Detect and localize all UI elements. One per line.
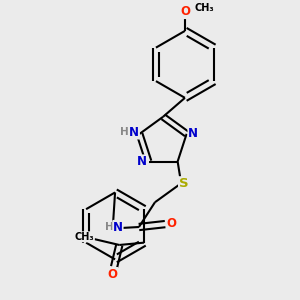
Text: O: O — [180, 5, 190, 19]
Text: O: O — [167, 217, 176, 230]
Text: N: N — [113, 220, 123, 233]
Text: N: N — [129, 126, 139, 139]
Text: CH₃: CH₃ — [75, 232, 94, 242]
Text: N: N — [188, 128, 198, 140]
Text: CH₃: CH₃ — [194, 3, 214, 13]
Text: H: H — [105, 222, 114, 232]
Text: O: O — [108, 268, 118, 281]
Text: N: N — [137, 155, 147, 168]
Text: H: H — [120, 128, 129, 137]
Text: S: S — [178, 177, 188, 190]
